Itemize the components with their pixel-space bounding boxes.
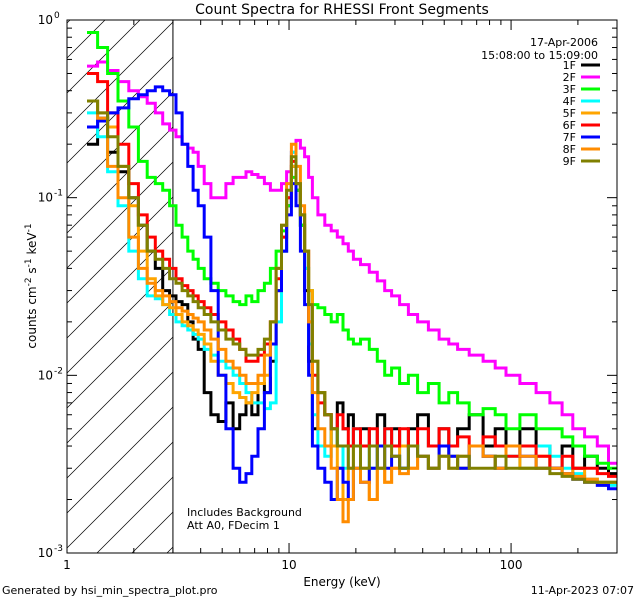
y-axis-label: counts cm-2 s-1 keV-1: [24, 223, 39, 348]
plot-frame: [66, 19, 618, 554]
x-axis-label: Energy (keV): [303, 575, 380, 589]
legend-label-8F: 8F: [563, 143, 576, 156]
legend-label-4F: 4F: [563, 95, 576, 108]
hatch-line: [237, 0, 640, 553]
series-line-9F: [87, 99, 617, 484]
legend-label-5F: 5F: [563, 107, 576, 120]
x-tick-label: 1: [63, 558, 71, 572]
axis-ticks: [66, 19, 618, 554]
hatch-line: [67, 266, 173, 374]
legend-label-2F: 2F: [563, 71, 576, 84]
hatch-line: [67, 196, 173, 304]
legend-label-3F: 3F: [563, 83, 576, 96]
hatch-line: [67, 406, 173, 514]
legend-label-9F: 9F: [563, 155, 576, 168]
y-tick-label: 10: [38, 546, 53, 560]
hatch-line: [67, 371, 173, 479]
y-tick-label: 10: [38, 368, 53, 382]
annotation-attenuator: Att A0, FDecim 1: [187, 519, 280, 532]
hatch-line: [67, 441, 173, 549]
hatch-line: [67, 20, 71, 24]
hatch-line: [67, 21, 173, 129]
x-tick-label: 10: [281, 558, 296, 572]
x-tick-label: 100: [500, 558, 523, 572]
y-tick-label: 10: [38, 13, 53, 27]
series-line-2F: [87, 60, 617, 465]
footer-timestamp: 11-Apr-2023 07:07: [530, 584, 634, 597]
hatch-line: [0, 0, 102, 553]
y-tick-label-exponent: 0: [54, 11, 60, 21]
y-tick-label-exponent: -3: [54, 544, 63, 554]
legend-label-6F: 6F: [563, 119, 576, 132]
series-group: [87, 31, 617, 524]
y-tick-label: 10: [38, 191, 53, 205]
shaded-region-hatch: [0, 0, 640, 553]
legend-label-1F: 1F: [563, 59, 576, 72]
hatch-line: [67, 91, 173, 199]
y-tick-label-exponent: -2: [54, 366, 63, 376]
hatch-line: [67, 301, 173, 409]
hatch-line: [67, 126, 173, 234]
legend-label-7F: 7F: [563, 131, 576, 144]
y-tick-label-exponent: -1: [54, 189, 63, 199]
hatch-line: [67, 231, 173, 339]
annotation-background: Includes Background: [187, 506, 302, 519]
hatch-line: [67, 20, 106, 59]
hatch-line: [67, 336, 173, 444]
hatch-line: [67, 161, 173, 269]
chart-title: Count Spectra for RHESSI Front Segments: [195, 2, 489, 18]
legend-date: 17-Apr-2006: [530, 36, 598, 49]
legend-time-range: 15:08:00 to 15:09:00: [481, 49, 598, 62]
footer-generated-by: Generated by hsi_min_spectra_plot.pro: [2, 584, 218, 597]
